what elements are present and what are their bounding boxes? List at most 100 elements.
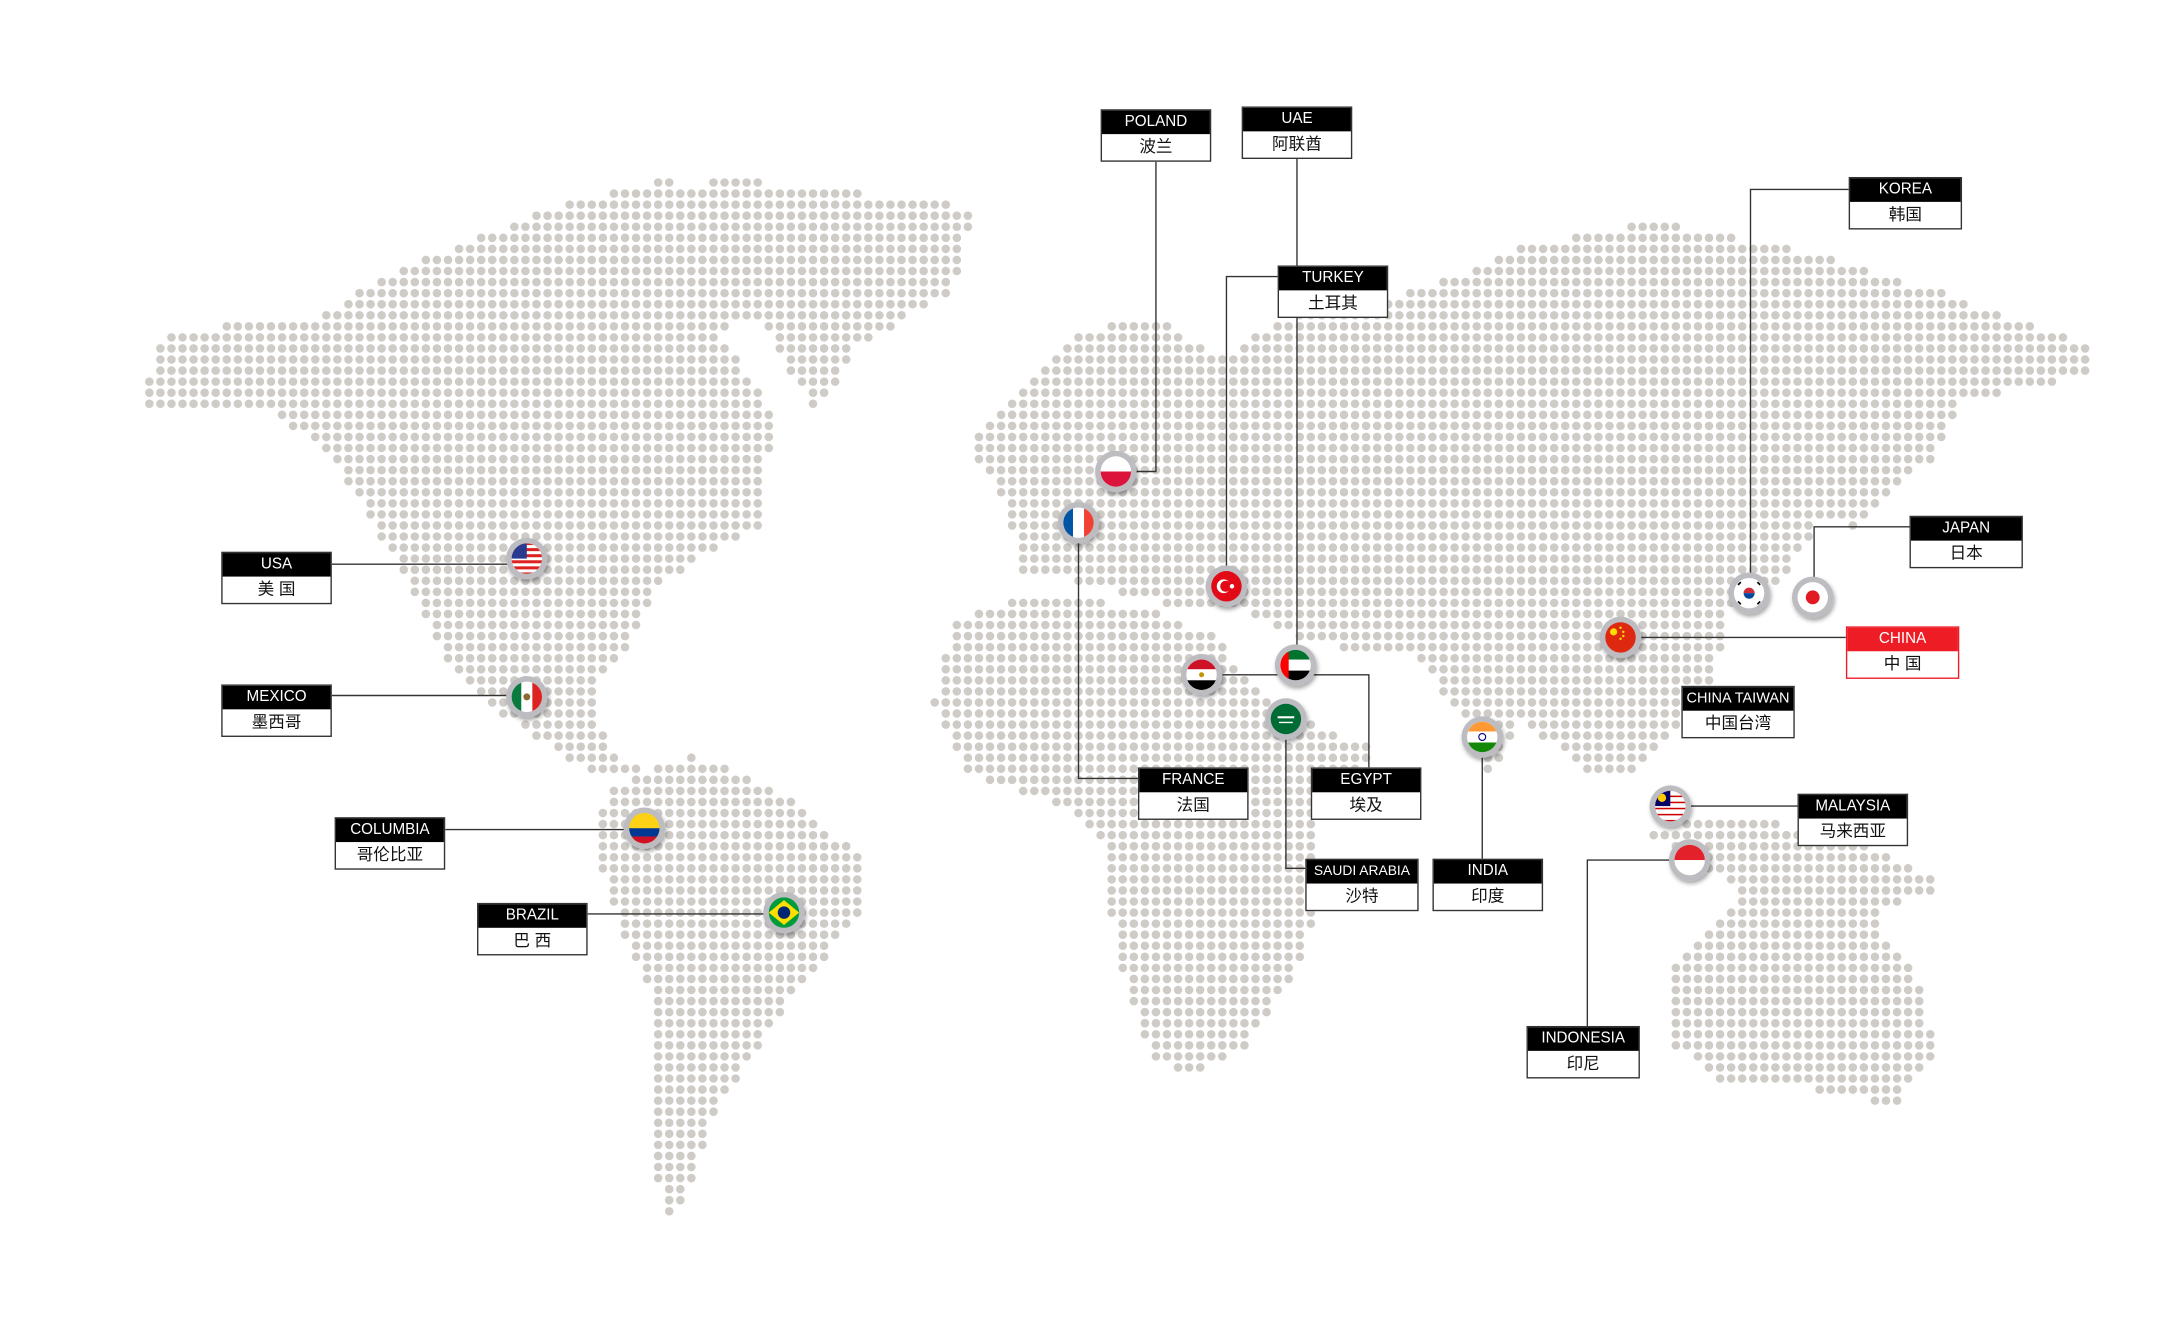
land-dot — [1328, 366, 1338, 375]
land-dot — [1007, 631, 1017, 641]
land-dot — [609, 653, 619, 663]
land-dot — [288, 399, 298, 409]
land-dot — [1085, 543, 1094, 552]
land-dot — [1118, 720, 1128, 729]
land-dot — [1240, 499, 1249, 508]
land-dot — [587, 222, 597, 232]
land-dot — [1682, 388, 1692, 397]
land-dot — [1052, 399, 1061, 409]
land-dot — [1583, 399, 1592, 409]
land-dot — [1715, 476, 1725, 486]
land-dot — [1173, 377, 1183, 386]
land-dot — [1140, 465, 1150, 475]
land-dot — [797, 266, 807, 276]
land-dot — [676, 322, 685, 331]
land-dot — [1306, 543, 1316, 552]
land-dot — [1638, 609, 1647, 619]
land-dot — [1406, 510, 1415, 519]
land-dot — [565, 388, 574, 397]
land-dot — [1063, 366, 1072, 375]
land-dot — [1395, 333, 1404, 342]
land-dot — [565, 521, 574, 530]
land-dot — [1815, 366, 1824, 375]
land-dot — [1737, 299, 1747, 309]
land-dot — [1925, 355, 1935, 364]
land-dot — [1461, 631, 1470, 641]
land-dot — [1273, 322, 1282, 331]
land-dot — [576, 753, 586, 763]
land-dot — [698, 244, 707, 254]
land-dot — [1583, 476, 1592, 486]
land-dot — [698, 487, 707, 497]
land-dot — [532, 664, 541, 674]
land-dot — [764, 421, 774, 431]
land-dot — [676, 299, 685, 309]
land-dot — [1306, 742, 1316, 751]
land-dot — [598, 344, 608, 353]
land-dot — [1549, 277, 1559, 287]
land-dot — [421, 510, 431, 519]
land-dot — [996, 443, 1006, 453]
land-dot — [1361, 631, 1371, 641]
land-dot — [443, 443, 453, 453]
land-dot — [609, 299, 619, 309]
land-dot — [687, 310, 696, 320]
land-dot — [1793, 510, 1802, 519]
land-dot — [587, 487, 597, 497]
land-dot — [852, 333, 862, 342]
land-dot — [1771, 554, 1780, 563]
land-dot — [1328, 554, 1338, 563]
land-dot — [1516, 521, 1526, 530]
land-dot — [1306, 399, 1316, 409]
land-dot — [1483, 487, 1493, 497]
land-dot — [1516, 554, 1526, 563]
land-dot — [1804, 476, 1813, 486]
land-dot — [653, 532, 663, 541]
land-dot — [609, 421, 619, 431]
land-dot — [1339, 388, 1349, 397]
land-dot — [1494, 377, 1504, 386]
land-dot — [1439, 499, 1448, 508]
land-dot — [908, 255, 917, 265]
land-dot — [1649, 576, 1658, 586]
land-dot — [1671, 222, 1681, 232]
land-dot — [952, 233, 962, 243]
land-dot — [830, 200, 840, 209]
land-dot — [1472, 421, 1482, 431]
land-dot — [454, 454, 464, 464]
land-dot — [1439, 664, 1448, 674]
land-dot — [1782, 244, 1791, 254]
land-dot — [2025, 355, 2035, 364]
land-dot — [1870, 310, 1880, 320]
land-dot — [1538, 587, 1548, 597]
land-dot — [830, 244, 840, 254]
land-dot — [1472, 266, 1482, 276]
land-dot — [1616, 609, 1625, 619]
land-dot — [1450, 299, 1459, 309]
land-dot — [720, 344, 729, 353]
land-dot — [554, 399, 563, 409]
land-dot — [1029, 443, 1039, 453]
land-dot — [1350, 421, 1360, 431]
land-dot — [554, 598, 563, 608]
land-dot — [1052, 642, 1061, 652]
land-dot — [1029, 554, 1039, 563]
land-dot — [1782, 266, 1791, 276]
land-dot — [1085, 653, 1094, 663]
land-dot — [1173, 753, 1183, 763]
land-dot — [1649, 443, 1658, 453]
land-dot — [1671, 532, 1681, 541]
land-dot — [1406, 587, 1415, 597]
land-dot — [510, 244, 519, 254]
land-dot — [2003, 355, 2012, 364]
land-dot — [333, 377, 342, 386]
land-dot — [277, 399, 287, 409]
land-dot — [1262, 476, 1271, 486]
land-dot — [1571, 720, 1581, 729]
land-dot — [499, 554, 508, 563]
land-dot — [1583, 443, 1592, 453]
land-dot — [554, 465, 563, 475]
land-dot — [443, 554, 453, 563]
land-dot — [698, 233, 707, 243]
land-dot — [1627, 687, 1636, 696]
